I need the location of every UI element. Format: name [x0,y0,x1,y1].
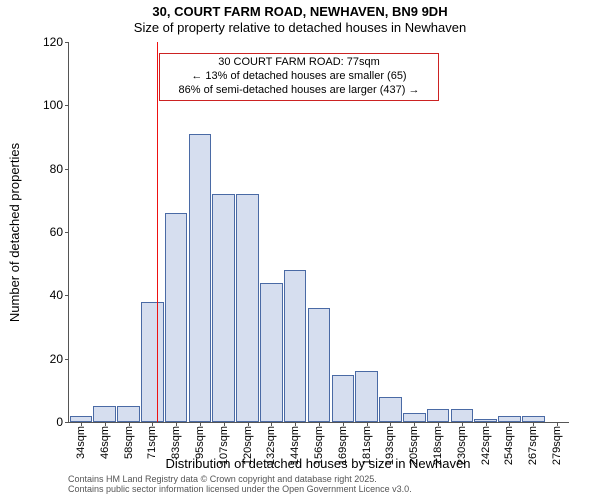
y-tick-mark [65,105,69,106]
x-tick-label: 95sqm [194,422,206,459]
y-tick-label: 0 [29,415,63,429]
y-tick-label: 40 [29,288,63,302]
x-tick-label: 46sqm [99,422,111,459]
histogram-bar [284,270,307,422]
annotation-line: ← 13% of detached houses are smaller (65… [164,70,434,84]
x-tick-label: 83sqm [170,422,182,459]
histogram-bar [355,371,378,422]
x-tick-label: 34sqm [75,422,87,459]
histogram-bar [427,409,450,422]
y-tick-mark [65,169,69,170]
chart-title: 30, COURT FARM ROAD, NEWHAVEN, BN9 9DH [0,0,600,20]
plot-area: 02040608010012034sqm46sqm58sqm71sqm83sqm… [68,42,569,423]
histogram-bar [189,134,212,422]
attribution-line2: Contains public sector information licen… [68,484,568,494]
histogram-bar [403,413,426,423]
chart-subtitle: Size of property relative to detached ho… [0,20,600,36]
histogram-bar [451,409,474,422]
y-tick-mark [65,422,69,423]
x-tick-label: 71sqm [146,422,158,459]
y-tick-label: 80 [29,162,63,176]
histogram-bar [332,375,355,423]
y-tick-mark [65,359,69,360]
annotation-box: 30 COURT FARM ROAD: 77sqm← 13% of detach… [159,53,439,100]
histogram-bar [236,194,259,422]
x-tick-label: 58sqm [123,422,135,459]
histogram-bar [165,213,188,422]
y-tick-mark [65,42,69,43]
y-tick-mark [65,295,69,296]
attribution-line1: Contains HM Land Registry data © Crown c… [68,474,568,484]
y-tick-label: 20 [29,352,63,366]
y-tick-label: 60 [29,225,63,239]
chart-container: { "header": { "title": "30, COURT FARM R… [0,0,600,500]
x-axis-label: Distribution of detached houses by size … [68,456,568,471]
histogram-bar [212,194,235,422]
annotation-line: 30 COURT FARM ROAD: 77sqm [164,56,434,70]
annotation-line: 86% of semi-detached houses are larger (… [164,84,434,98]
histogram-bar [260,283,283,422]
histogram-bar [379,397,402,422]
y-tick-mark [65,232,69,233]
attribution-text: Contains HM Land Registry data © Crown c… [68,474,568,495]
y-axis-label-text: Number of detached properties [8,142,23,321]
histogram-bar [93,406,116,422]
property-marker-line [157,42,158,422]
histogram-bar [308,308,331,422]
y-tick-label: 100 [29,98,63,112]
histogram-bar [117,406,140,422]
histogram-bar [141,302,164,422]
y-axis-label: Number of detached properties [6,42,24,422]
y-tick-label: 120 [29,35,63,49]
